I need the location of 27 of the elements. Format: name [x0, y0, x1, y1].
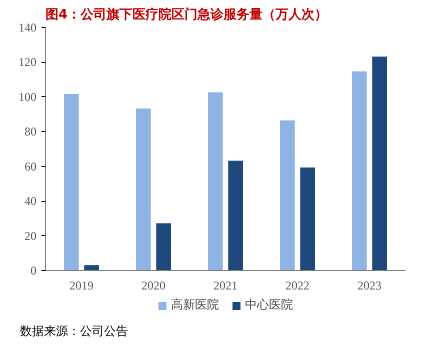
y-tick-label: 0 [30, 264, 36, 278]
x-tick-label: 2022 [286, 278, 310, 292]
bar [135, 108, 152, 270]
bar [63, 92, 80, 270]
x-tick-label: 2020 [142, 278, 166, 292]
bar [227, 160, 244, 270]
y-tick-label: 100 [18, 90, 36, 104]
x-tick-label: 2021 [214, 278, 238, 292]
x-tick-label: 2023 [358, 278, 382, 292]
y-tick-label: 140 [18, 20, 36, 34]
y-tick-label: 120 [18, 55, 36, 70]
chart-title: 图4：公司旗下医疗院区门急诊服务量（万人次） [46, 6, 328, 22]
source-note: 数据来源：公司公告 [20, 323, 128, 340]
x-tick-label: 2019 [70, 278, 94, 292]
bar [155, 222, 172, 270]
bar [299, 166, 316, 270]
y-tick-label: 20 [24, 228, 36, 243]
bar [279, 119, 296, 270]
bar [371, 56, 388, 270]
bar [351, 70, 368, 270]
y-tick-label: 80 [24, 124, 36, 139]
legend-label: 中心医院 [245, 296, 293, 314]
legend-label: 高新医院 [171, 296, 219, 314]
bar [83, 264, 100, 270]
y-tick-label: 60 [24, 159, 36, 174]
y-tick-label: 40 [24, 194, 36, 208]
bar [207, 91, 224, 270]
